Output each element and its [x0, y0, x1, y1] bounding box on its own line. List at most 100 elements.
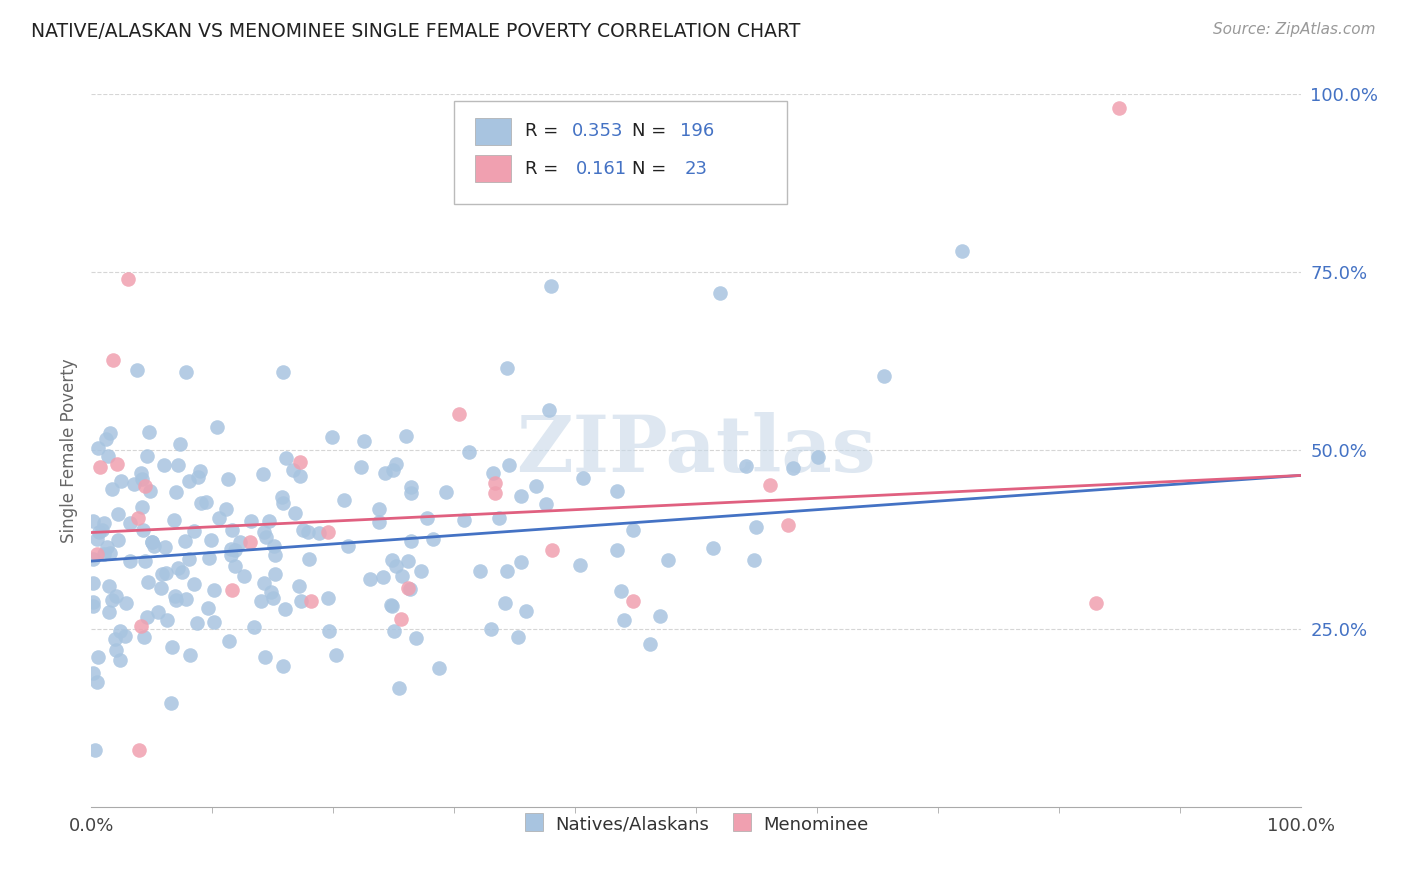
- Point: [385, 559, 408, 574]
- Point: [183, 576, 205, 591]
- Point: [169, 437, 191, 451]
- Point: [239, 534, 262, 549]
- Point: [541, 543, 564, 558]
- Point: [453, 513, 475, 527]
- Point: [381, 553, 404, 567]
- Point: [179, 648, 201, 662]
- Point: [316, 591, 339, 606]
- Point: [108, 652, 131, 666]
- Point: [298, 552, 321, 566]
- Point: [107, 533, 129, 548]
- Point: [380, 599, 402, 613]
- Point: [166, 484, 188, 499]
- Point: [153, 540, 176, 554]
- Point: [150, 567, 173, 582]
- Point: [104, 589, 127, 603]
- Point: [117, 272, 139, 286]
- Point: [399, 480, 422, 494]
- Point: [127, 363, 149, 377]
- Point: [83, 743, 105, 757]
- FancyBboxPatch shape: [454, 101, 786, 204]
- Point: [1108, 101, 1130, 115]
- Point: [263, 539, 285, 553]
- Point: [138, 425, 160, 439]
- Point: [498, 458, 520, 472]
- Point: [114, 596, 136, 610]
- Point: [82, 576, 104, 591]
- Point: [90, 523, 112, 537]
- Point: [224, 559, 246, 574]
- Point: [395, 428, 418, 442]
- Point: [284, 506, 307, 520]
- Point: [290, 594, 312, 608]
- Point: [274, 601, 297, 615]
- Point: [359, 572, 381, 586]
- Point: [233, 569, 256, 583]
- Point: [657, 553, 679, 567]
- Point: [134, 479, 156, 493]
- Point: [409, 564, 432, 578]
- Point: [205, 420, 228, 434]
- Point: [136, 449, 159, 463]
- Point: [254, 529, 277, 543]
- Point: [134, 630, 156, 644]
- Point: [174, 365, 197, 379]
- Point: [950, 244, 973, 258]
- Point: [606, 484, 628, 499]
- FancyBboxPatch shape: [475, 155, 510, 182]
- Point: [200, 533, 222, 547]
- Point: [98, 546, 121, 560]
- Point: [219, 542, 242, 557]
- Point: [274, 451, 297, 466]
- Point: [734, 459, 756, 474]
- Point: [264, 548, 287, 562]
- Point: [745, 520, 768, 534]
- Point: [166, 561, 188, 575]
- Point: [82, 595, 104, 609]
- Point: [427, 661, 450, 675]
- Point: [297, 524, 319, 539]
- Point: [110, 474, 132, 488]
- Point: [262, 591, 284, 606]
- Point: [613, 613, 636, 627]
- Y-axis label: Single Female Poverty: Single Female Poverty: [59, 359, 77, 542]
- Point: [221, 582, 243, 597]
- Point: [353, 434, 375, 449]
- Point: [172, 566, 194, 580]
- Point: [131, 500, 153, 514]
- Point: [468, 565, 491, 579]
- Point: [482, 466, 505, 480]
- Point: [621, 594, 644, 608]
- Point: [524, 478, 547, 492]
- Point: [167, 458, 190, 473]
- Point: [82, 552, 104, 566]
- Point: [105, 458, 128, 472]
- Point: [495, 564, 517, 578]
- Point: [104, 632, 127, 647]
- Point: [150, 581, 173, 595]
- Point: [610, 584, 633, 599]
- Point: [495, 360, 517, 375]
- Point: [132, 523, 155, 537]
- Point: [367, 502, 389, 516]
- Point: [224, 542, 246, 557]
- Point: [540, 279, 562, 293]
- Point: [405, 632, 427, 646]
- Point: [325, 648, 347, 662]
- Point: [434, 484, 457, 499]
- Point: [217, 472, 239, 486]
- Point: [308, 526, 330, 541]
- Point: [321, 430, 343, 444]
- Point: [188, 464, 211, 478]
- Text: R =: R =: [526, 160, 564, 178]
- Point: [239, 514, 262, 528]
- Point: [129, 619, 152, 633]
- Point: [156, 613, 179, 627]
- Point: [136, 574, 159, 589]
- Point: [82, 514, 104, 528]
- Point: [114, 629, 136, 643]
- Point: [190, 496, 212, 510]
- Point: [621, 523, 644, 537]
- Point: [572, 471, 595, 485]
- Point: [86, 675, 108, 690]
